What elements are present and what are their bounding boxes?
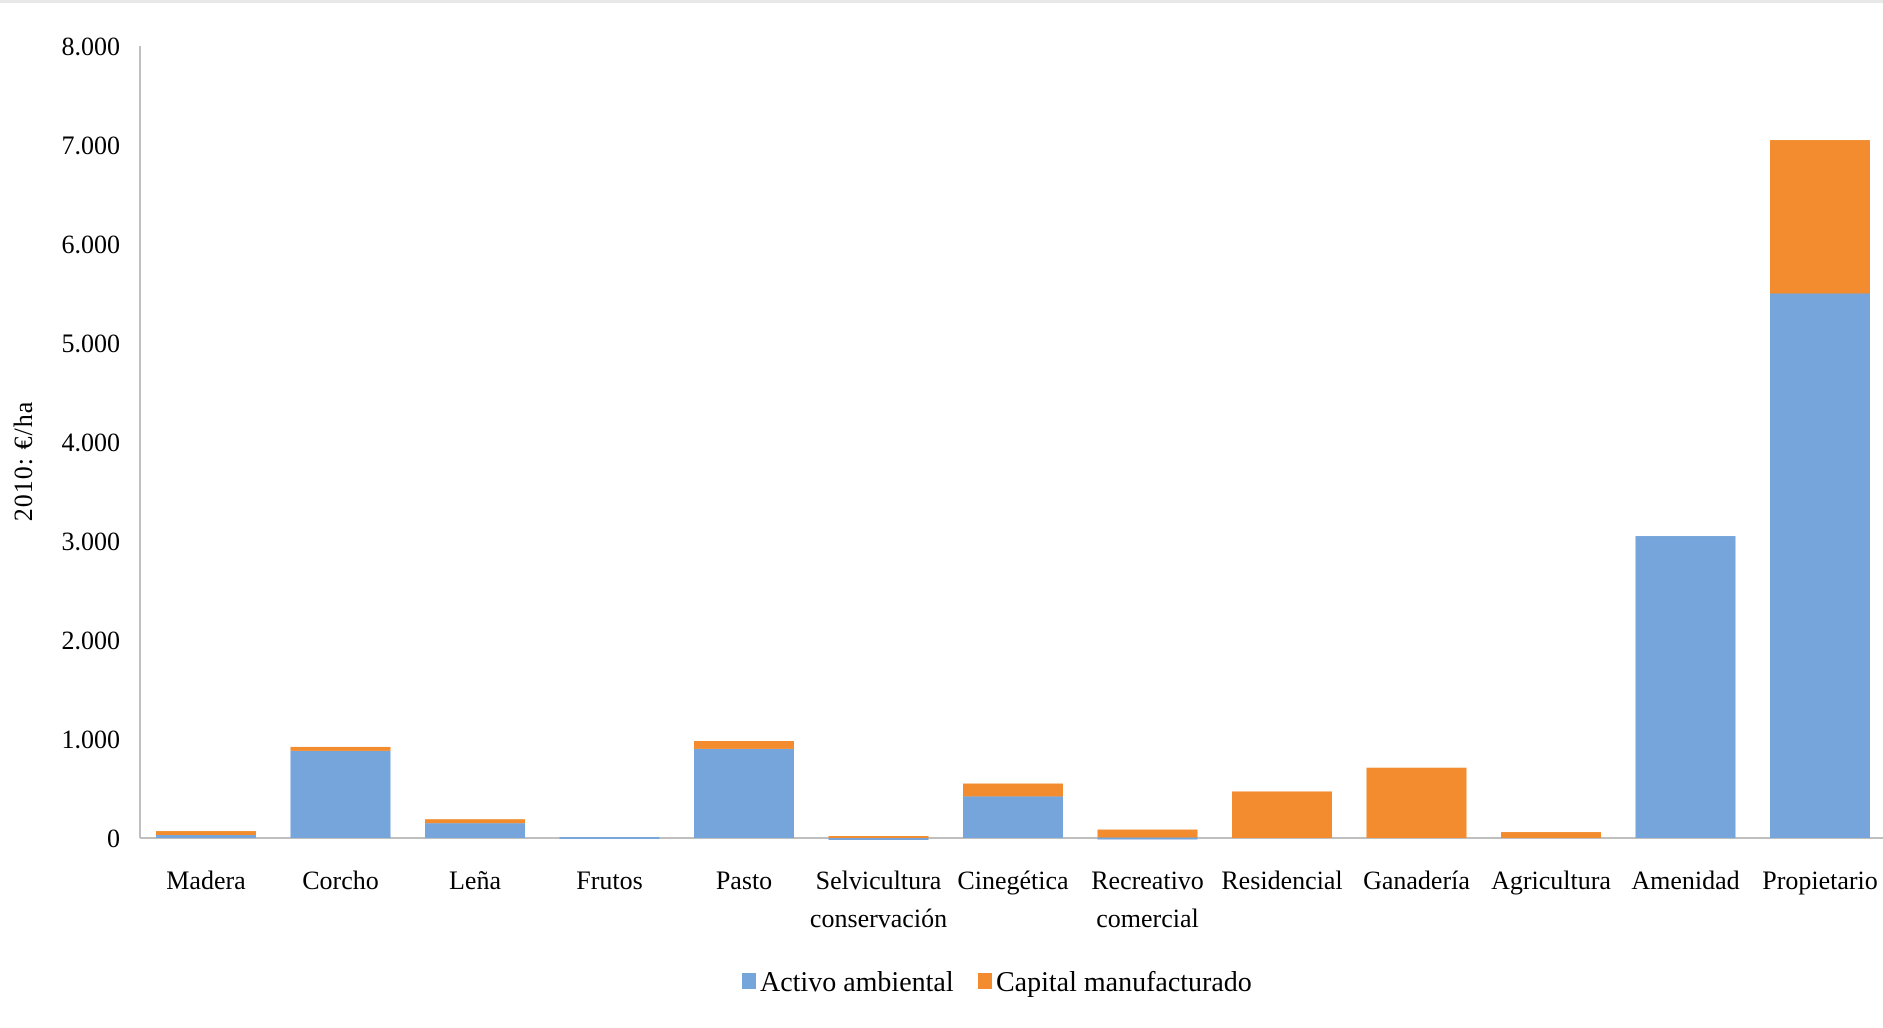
- bar-segment: [828, 836, 929, 839]
- x-tick-label: Propietario: [1762, 866, 1878, 895]
- bar-segment: [1097, 829, 1198, 838]
- x-tick-label: Cinegética: [957, 866, 1069, 895]
- y-tick-label: 0: [107, 824, 120, 853]
- bar-segment: [1097, 837, 1198, 840]
- y-tick-label: 8.000: [62, 32, 121, 61]
- bar-segment: [425, 823, 525, 838]
- legend-swatch: [742, 973, 756, 989]
- legend: Activo ambiental Capital manufacturado: [742, 967, 1252, 998]
- legend-label: Activo ambiental: [760, 967, 954, 998]
- legend-swatch: [978, 973, 992, 989]
- y-tick-label: 2.000: [62, 626, 121, 655]
- x-tick-label: Pasto: [716, 866, 772, 895]
- bar-segment: [963, 783, 1063, 797]
- bars: [156, 140, 1870, 840]
- bar-segment: [963, 796, 1063, 838]
- stacked-bar-chart: 0 1.000 2.000 3.000 4.000 5.000 6.000 7.000 8.00…: [9, 32, 1883, 998]
- y-tick-label: 6.000: [62, 230, 121, 259]
- x-tick-labels: Madera Corcho Leña Frutos Pasto Selvicultura c…: [166, 866, 1877, 933]
- bar-segment: [1501, 832, 1601, 838]
- bar-segment: [156, 831, 256, 836]
- bar-segment: [1770, 293, 1870, 838]
- bar-segment: [694, 748, 794, 838]
- bar-segment: [1366, 767, 1467, 838]
- x-tick-label: Madera: [166, 866, 246, 895]
- bar-segment: [290, 750, 391, 838]
- y-tick-label: 7.000: [62, 131, 121, 160]
- x-tick-label: Ganadería: [1363, 866, 1470, 895]
- bar-segment: [828, 838, 929, 840]
- y-tick-label: 5.000: [62, 329, 121, 358]
- bar-segment: [156, 835, 256, 838]
- bar-segment: [1635, 536, 1736, 838]
- bar-segment: [559, 837, 660, 840]
- x-tick-label: Recreativo comercial: [1091, 866, 1204, 933]
- y-axis-title: 2010: €/ha: [9, 401, 38, 522]
- x-tick-label: Selvicultura conservación: [810, 866, 947, 933]
- bar-segment: [1770, 140, 1870, 294]
- x-tick-label: Amenidad: [1631, 866, 1739, 895]
- bar-segment: [425, 819, 525, 824]
- bar-segment: [1232, 791, 1332, 838]
- bar-segment: [290, 746, 391, 751]
- x-tick-label: Agricultura: [1491, 866, 1611, 895]
- y-tick-label: 1.000: [62, 725, 121, 754]
- bar-segment: [694, 740, 794, 749]
- x-tick-label: Corcho: [302, 866, 379, 895]
- x-tick-label: Leña: [449, 866, 501, 895]
- x-tick-label: Residencial: [1221, 866, 1342, 895]
- y-tick-label: 4.000: [62, 428, 121, 457]
- y-tick-labels: 0 1.000 2.000 3.000 4.000 5.000 6.000 7.000 8.00…: [62, 32, 121, 853]
- legend-label: Capital manufacturado: [996, 967, 1252, 998]
- x-tick-label: Frutos: [576, 866, 642, 895]
- y-tick-label: 3.000: [62, 527, 121, 556]
